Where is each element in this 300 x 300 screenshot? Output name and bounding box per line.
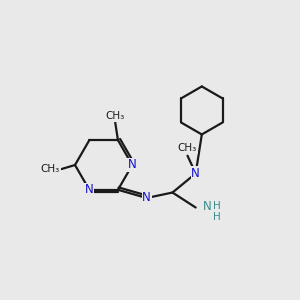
Text: N: N [191, 167, 200, 180]
Text: N: N [202, 200, 211, 213]
Text: N: N [128, 158, 136, 172]
Text: CH₃: CH₃ [41, 164, 60, 174]
Text: CH₃: CH₃ [106, 111, 125, 121]
Text: H: H [213, 201, 220, 211]
Text: N: N [85, 183, 94, 196]
Text: H: H [213, 212, 220, 222]
Text: N: N [142, 191, 151, 205]
Text: CH₃: CH₃ [178, 143, 197, 153]
